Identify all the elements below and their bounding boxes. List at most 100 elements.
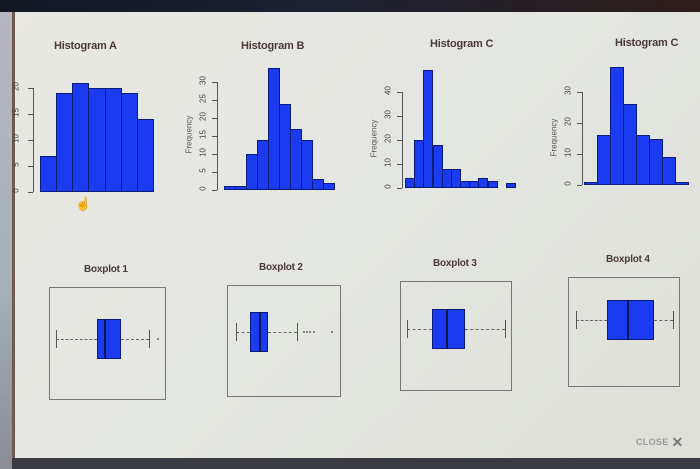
- boxplot-box: [96, 319, 121, 359]
- y-tick-label: 30: [383, 110, 393, 119]
- y-tick: [28, 192, 33, 193]
- y-tick: [577, 185, 582, 186]
- boxplot-whisker: [56, 339, 97, 340]
- boxplot-outlier: [312, 331, 315, 333]
- histogram-bar: [649, 138, 663, 185]
- y-tick: [28, 140, 33, 141]
- hand-cursor-icon: ☝: [75, 196, 92, 211]
- y-tick: [212, 190, 217, 191]
- histogram-bar: [636, 135, 650, 185]
- y-axis-label: Frequency: [369, 119, 379, 158]
- y-tick: [28, 114, 33, 115]
- y-tick: [577, 154, 582, 155]
- y-axis: [582, 92, 583, 185]
- y-tick-label: 15: [198, 130, 208, 139]
- histogram-bar: [104, 88, 122, 192]
- y-tick: [28, 88, 33, 89]
- boxplot-3-title: Boxplot 3: [433, 258, 477, 269]
- boxplot-whisker: [407, 329, 433, 330]
- y-tick-label: 0: [563, 181, 573, 186]
- boxplot-whisker: [465, 329, 505, 330]
- boxplot-frame: [49, 287, 166, 400]
- y-axis: [402, 92, 403, 188]
- y-axis-label: Frequency: [549, 118, 559, 156]
- boxplot-box: [432, 309, 466, 349]
- boxplot-frame: [568, 277, 680, 387]
- boxplot-box: [607, 300, 655, 340]
- boxplot-median: [258, 312, 261, 352]
- y-tick: [212, 136, 217, 137]
- y-tick: [577, 92, 582, 93]
- y-axis: [33, 88, 34, 192]
- boxplot-1-title: Boxplot 1: [84, 264, 128, 275]
- close-icon: ✕: [671, 434, 684, 450]
- histogram-bar: [597, 135, 611, 185]
- boxplot-whisker-cap: [148, 330, 150, 348]
- y-tick-label: 5: [198, 168, 208, 173]
- y-tick-label: 5: [11, 162, 21, 167]
- close-button[interactable]: CLOSE ✕: [636, 434, 684, 450]
- histogram-a-title: Histogram A: [54, 40, 117, 52]
- y-tick-label: 10: [383, 158, 393, 167]
- boxplot-3: [400, 281, 512, 391]
- boxplot-whisker-cap: [672, 311, 674, 329]
- dialog-panel: [12, 12, 700, 458]
- y-tick: [397, 116, 402, 117]
- y-tick: [212, 172, 217, 173]
- boxplot-frame: [400, 281, 512, 391]
- histogram-bar: [662, 157, 676, 185]
- histogram-c-title: Histogram C: [430, 38, 494, 50]
- close-label: CLOSE: [636, 437, 669, 447]
- boxplot-whisker: [576, 320, 608, 321]
- y-tick-label: 20: [563, 117, 573, 126]
- histogram-bar: [623, 104, 637, 185]
- y-tick: [397, 188, 402, 189]
- histogram-bar: [72, 82, 90, 192]
- y-tick-label: 0: [198, 186, 208, 191]
- y-tick-label: 10: [198, 148, 208, 157]
- screen-bottom-bezel: [12, 458, 700, 469]
- y-tick-label: 30: [198, 76, 208, 85]
- histogram-bar: [450, 168, 461, 188]
- y-tick: [212, 118, 217, 119]
- boxplot-whisker-cap: [236, 323, 238, 341]
- boxplot-whisker-cap: [504, 320, 506, 338]
- histogram-bar: [675, 181, 689, 185]
- y-tick-label: 15: [11, 108, 21, 117]
- boxplot-whisker: [654, 320, 673, 321]
- boxplot-whisker: [120, 339, 149, 340]
- histogram-bar: [120, 93, 138, 192]
- boxplot-whisker: [236, 332, 251, 333]
- histogram-bar: [610, 67, 624, 185]
- boxplot-median: [445, 309, 448, 349]
- y-axis: [217, 82, 218, 190]
- y-tick-label: 20: [383, 134, 393, 143]
- histogram-bar: [323, 182, 335, 190]
- y-tick: [397, 92, 402, 93]
- boxplot-4: [568, 277, 680, 387]
- y-tick-label: 10: [11, 134, 21, 143]
- histogram-d-title: Histogram C: [615, 37, 679, 49]
- y-tick-label: 20: [11, 82, 21, 91]
- y-tick: [212, 100, 217, 101]
- histogram-b-title: Histogram B: [241, 40, 305, 52]
- boxplot-whisker-cap: [56, 330, 58, 348]
- histogram-bar: [423, 70, 434, 188]
- histogram-bar: [136, 119, 154, 192]
- boxplot-whisker: [268, 332, 297, 333]
- histogram-bar: [88, 88, 106, 192]
- boxplot-4-title: Boxplot 4: [606, 254, 650, 265]
- boxplot-whisker-cap: [296, 323, 298, 341]
- boxplot-outlier: [303, 331, 306, 333]
- boxplot-outlier: [306, 331, 309, 333]
- y-tick-label: 0: [11, 188, 21, 193]
- boxplot-frame: [227, 285, 341, 397]
- y-axis-label: Frequency: [184, 115, 194, 154]
- y-tick: [212, 154, 217, 155]
- histogram-bar: [505, 183, 516, 188]
- y-tick: [28, 166, 33, 167]
- background-edge: [0, 12, 12, 469]
- histogram-bar: [56, 93, 74, 192]
- y-tick: [212, 82, 217, 83]
- histogram-bar: [584, 181, 598, 185]
